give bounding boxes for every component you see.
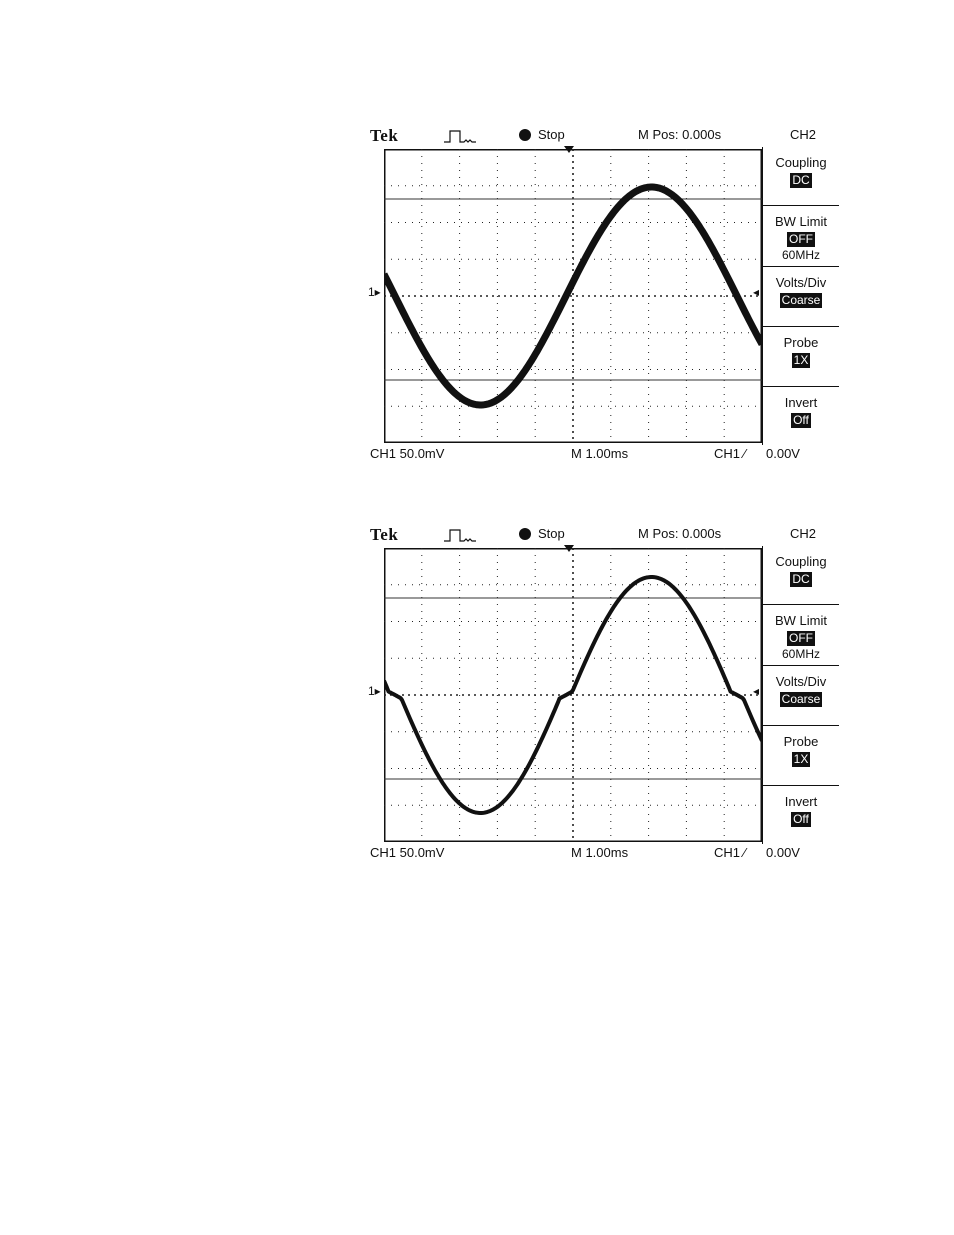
- menu-label: Volts/Div: [775, 674, 827, 689]
- menu-divider: [763, 604, 839, 605]
- menu-label: Invert: [784, 395, 818, 410]
- menu-value: Off: [791, 413, 811, 428]
- menu-label: Coupling: [775, 155, 827, 170]
- ch1-scale: CH1 50.0mV: [370, 845, 445, 860]
- menu-divider: [763, 785, 839, 786]
- timebase: M 1.00ms: [571, 845, 629, 860]
- menu-divider: [763, 725, 839, 726]
- menu-divider: [763, 326, 839, 327]
- menu-value: 1X: [791, 353, 811, 368]
- menu-label: BW Limit: [775, 613, 827, 628]
- menu-divider: [763, 205, 839, 206]
- channel-menu-title: CH2: [790, 127, 817, 142]
- waveform-display: [384, 149, 762, 443]
- waveform-trace: [384, 183, 762, 409]
- menu-label: Probe: [783, 335, 819, 350]
- menu-item-probe[interactable]: Probe 1X: [763, 327, 839, 386]
- menu-item-probe[interactable]: Probe 1X: [763, 726, 839, 785]
- run-state[interactable]: Stop: [538, 127, 565, 142]
- ch1-ground-marker: 1▸: [368, 285, 381, 299]
- waveform-trace: [384, 575, 762, 815]
- menu-value: Coarse: [779, 692, 823, 707]
- brand-logo: Tek: [370, 126, 399, 145]
- graticule-border: [384, 149, 762, 443]
- trigger-source: CH1 ⁄: [714, 845, 746, 860]
- horizontal-position: M Pos: 0.000s: [638, 526, 722, 541]
- menu-value: DC: [790, 173, 812, 188]
- menu-value: OFF: [787, 631, 815, 646]
- oscilloscope-screenshot-1: Tek Stop M Pos: 0.000s CH2 1▸ ◂ Coupling…: [368, 122, 839, 467]
- menu-value: OFF: [787, 232, 815, 247]
- menu-item-coupling[interactable]: Coupling DC: [763, 147, 839, 206]
- menu-divider: [763, 665, 839, 666]
- trigger-level: 0.00V: [766, 446, 800, 461]
- channel-menu: Coupling DC BW Limit OFF 60MHz Volts/Div…: [762, 147, 839, 445]
- brand-logo: Tek: [370, 525, 399, 544]
- trigger-level: 0.00V: [766, 845, 800, 860]
- menu-item-invert[interactable]: Invert Off: [763, 786, 839, 845]
- trigger-level-marker: ◂: [753, 285, 760, 299]
- run-stop-indicator-icon: [519, 129, 531, 141]
- horizontal-position: M Pos: 0.000s: [638, 127, 722, 142]
- menu-item-volts-div[interactable]: Volts/Div Coarse: [763, 666, 839, 725]
- menu-label: Volts/Div: [775, 275, 827, 290]
- trigger-status-icon: [444, 130, 476, 143]
- menu-item-invert[interactable]: Invert Off: [763, 387, 839, 446]
- trigger-source: CH1 ⁄: [714, 446, 746, 461]
- menu-value: 1X: [791, 752, 811, 767]
- menu-item-bw-limit[interactable]: BW Limit OFF 60MHz: [763, 206, 839, 265]
- menu-divider: [763, 386, 839, 387]
- run-state[interactable]: Stop: [538, 526, 565, 541]
- trigger-level-marker: ◂: [753, 684, 760, 698]
- menu-label: Probe: [783, 734, 819, 749]
- graticule-border: [384, 548, 762, 842]
- menu-value: DC: [790, 572, 812, 587]
- menu-divider: [763, 266, 839, 267]
- menu-item-coupling[interactable]: Coupling DC: [763, 546, 839, 605]
- menu-value: Coarse: [779, 293, 823, 308]
- run-stop-indicator-icon: [519, 528, 531, 540]
- menu-label: Invert: [784, 794, 818, 809]
- menu-extra: 60MHz: [781, 248, 820, 262]
- ch1-scale: CH1 50.0mV: [370, 446, 445, 461]
- menu-value: Off: [791, 812, 811, 827]
- oscilloscope-screenshot-2: Tek Stop M Pos: 0.000s CH2 1▸ ◂ Coupling…: [368, 521, 839, 866]
- waveform-display: [384, 548, 762, 842]
- menu-label: Coupling: [775, 554, 827, 569]
- menu-item-bw-limit[interactable]: BW Limit OFF 60MHz: [763, 605, 839, 664]
- trigger-status-icon: [444, 529, 476, 542]
- menu-label: BW Limit: [775, 214, 827, 229]
- channel-menu-title: CH2: [790, 526, 817, 541]
- timebase: M 1.00ms: [571, 446, 629, 461]
- ch1-ground-marker: 1▸: [368, 684, 381, 698]
- menu-extra: 60MHz: [781, 647, 820, 661]
- channel-menu: Coupling DC BW Limit OFF 60MHz Volts/Div…: [762, 546, 839, 844]
- menu-item-volts-div[interactable]: Volts/Div Coarse: [763, 267, 839, 326]
